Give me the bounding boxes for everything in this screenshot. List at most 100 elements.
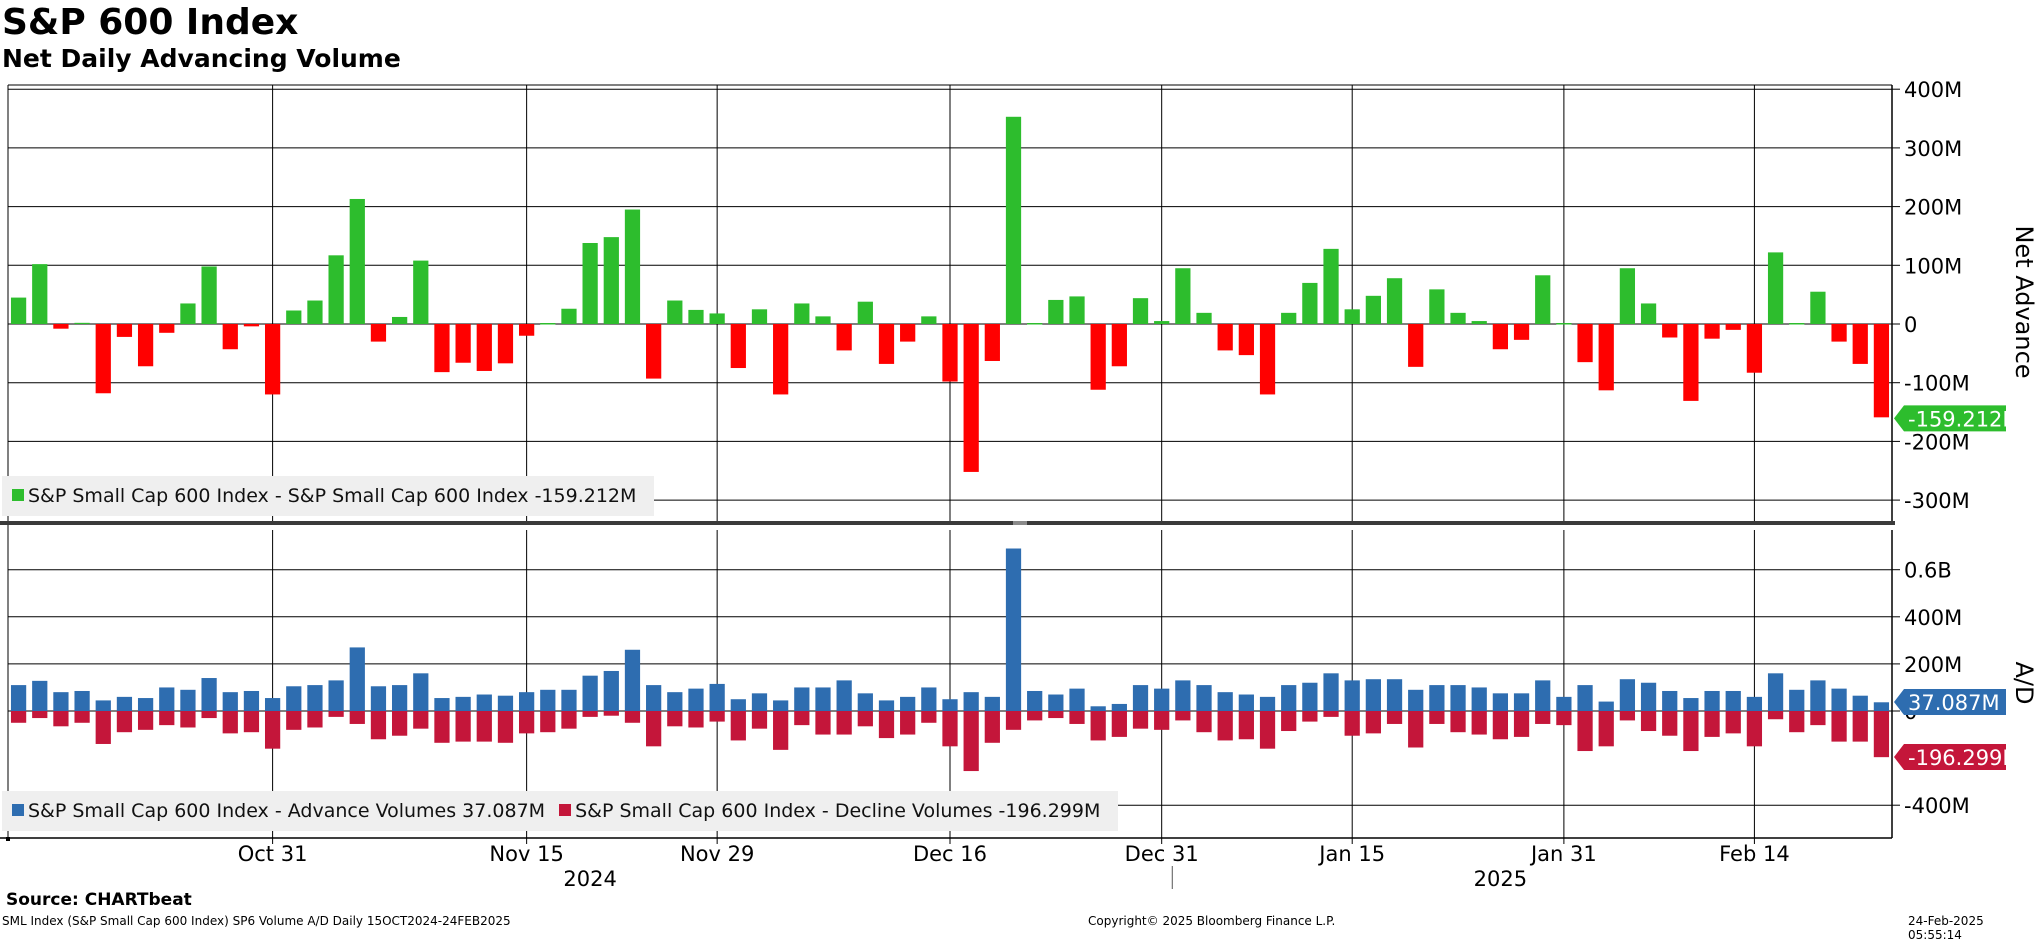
net-advance-bar xyxy=(1640,303,1657,324)
net-advance-bar xyxy=(159,324,175,333)
decline-volume-bar xyxy=(1767,711,1784,720)
net-advance-bar xyxy=(497,324,514,364)
net-advance-bar xyxy=(349,198,365,324)
decline-volume-bar xyxy=(667,711,683,727)
net-advance-bar xyxy=(794,303,810,324)
net-advance-bar xyxy=(942,324,958,382)
top-axis-title: Net Advance xyxy=(2010,225,2038,378)
net-advance-bar xyxy=(116,324,133,337)
advance-volume-bar xyxy=(1577,685,1593,711)
decline-volume-bar xyxy=(942,711,958,747)
net-advance-bar xyxy=(1450,312,1466,324)
decline-volume-bar xyxy=(1831,711,1847,742)
net-advance-bar xyxy=(582,242,598,324)
advance-volume-bar xyxy=(180,689,196,711)
decline-volume-bar xyxy=(1175,711,1191,721)
bottom-ytick-label: 200M xyxy=(1904,653,1962,677)
net-advance-bar xyxy=(1154,321,1170,324)
source-note: Source: CHARTbeat xyxy=(6,890,192,910)
net-advance-bar xyxy=(1132,298,1149,324)
decline-volume-bar xyxy=(1323,711,1339,717)
advance-volume-bar xyxy=(1386,679,1403,711)
decline-volume-bar xyxy=(455,711,471,742)
net-advance-bar xyxy=(74,322,90,324)
net-advance-bar xyxy=(624,209,641,324)
advance-volume-bar xyxy=(794,687,810,711)
advance-volume-bar xyxy=(201,678,217,711)
advance-volume-bar xyxy=(857,693,873,711)
net-advance-bar xyxy=(1852,324,1868,364)
advance-volume-bar xyxy=(1408,689,1424,711)
advance-volume-bar xyxy=(1683,698,1699,711)
decline-value-tag-bg xyxy=(1894,744,2006,770)
advance-volume-bar xyxy=(1027,690,1043,711)
advance-volume-bar xyxy=(519,692,535,711)
decline-volume-bar xyxy=(1281,711,1297,732)
net-advance-bar xyxy=(1598,324,1614,391)
x-tick-label: Nov 29 xyxy=(680,842,754,866)
advance-volume-bar xyxy=(497,695,514,711)
decline-volume-bar xyxy=(1344,711,1360,736)
footer-description: SML Index (S&P Small Cap 600 Index) SP6 … xyxy=(2,914,511,928)
net-advance-bar xyxy=(1027,323,1043,325)
net-advance-bar xyxy=(1471,321,1487,324)
net-advance-bar xyxy=(1196,312,1212,324)
advance-volume-bar xyxy=(709,683,725,711)
net-advance-bar xyxy=(1238,324,1254,356)
advance-volume-bar xyxy=(730,699,746,711)
advance-volume-bar xyxy=(878,700,895,711)
net-advance-bar xyxy=(1365,295,1381,324)
advance-volume-bar xyxy=(1048,694,1064,711)
advance-volume-bar xyxy=(1281,685,1297,711)
page-subtitle: Net Daily Advancing Volume xyxy=(2,44,401,73)
net-advance-bar xyxy=(1111,324,1127,367)
net-advance-bar xyxy=(10,297,27,324)
top-value-tag-label: -159.212M xyxy=(1908,407,2021,431)
decline-volume-bar xyxy=(137,711,154,730)
net-advance-bar xyxy=(434,324,450,373)
advance-volume-bar xyxy=(32,680,48,711)
advance-volume-bar xyxy=(116,696,133,711)
decline-volume-bar xyxy=(730,711,746,741)
advance-volume-bar xyxy=(1746,696,1763,711)
decline-volume-bar xyxy=(159,711,175,726)
top-ytick-label: -100M xyxy=(1904,372,1970,396)
decline-volume-bar xyxy=(1725,711,1741,734)
net-advance-bar xyxy=(1577,324,1593,363)
net-advance-bar xyxy=(1492,324,1509,350)
advance-volume-bar xyxy=(1323,673,1339,711)
net-advance-bar xyxy=(1767,252,1784,324)
advance-volume-bar xyxy=(1810,680,1826,711)
net-advance-bar xyxy=(286,310,302,324)
decline-volume-bar xyxy=(1810,711,1826,726)
decline-volume-bar xyxy=(540,711,556,733)
decline-volume-bar xyxy=(1090,711,1106,741)
advance-volume-bar xyxy=(667,692,683,711)
x-year-label: 2024 xyxy=(563,867,616,891)
x-tick-label: Dec 16 xyxy=(913,842,987,866)
bottom-ytick-label: 400M xyxy=(1904,606,1962,630)
advance-volume-bar xyxy=(1005,548,1022,711)
decline-volume-bar xyxy=(264,711,281,749)
advance-volume-bar xyxy=(540,689,556,711)
net-advance-bar xyxy=(1048,299,1064,324)
net-advance-bar xyxy=(815,316,831,324)
decline-volume-bar xyxy=(773,711,789,750)
net-advance-bar xyxy=(1217,324,1233,351)
decline-volume-bar xyxy=(1789,711,1805,733)
net-advance-bar xyxy=(1619,268,1636,324)
bottom-ytick-label: -400M xyxy=(1904,794,1970,818)
advance-volume-bar xyxy=(1725,690,1741,711)
decline-volume-bar xyxy=(1027,711,1043,721)
decline-value-tag-label: -196.299M xyxy=(1908,746,2021,770)
bottom-axis-title: A/D xyxy=(2010,662,2038,705)
net-advance-bar xyxy=(1725,324,1741,330)
advance-volume-bar xyxy=(1175,680,1191,711)
decline-volume-bar xyxy=(688,711,704,728)
net-advance-bar xyxy=(1535,275,1551,324)
decline-volume-bar xyxy=(370,711,387,740)
decline-volume-bar xyxy=(815,711,831,735)
bottom-ytick-label: 0.6B xyxy=(1904,559,1952,583)
net-advance-bar xyxy=(476,324,492,371)
net-advance-bar xyxy=(1704,324,1720,339)
